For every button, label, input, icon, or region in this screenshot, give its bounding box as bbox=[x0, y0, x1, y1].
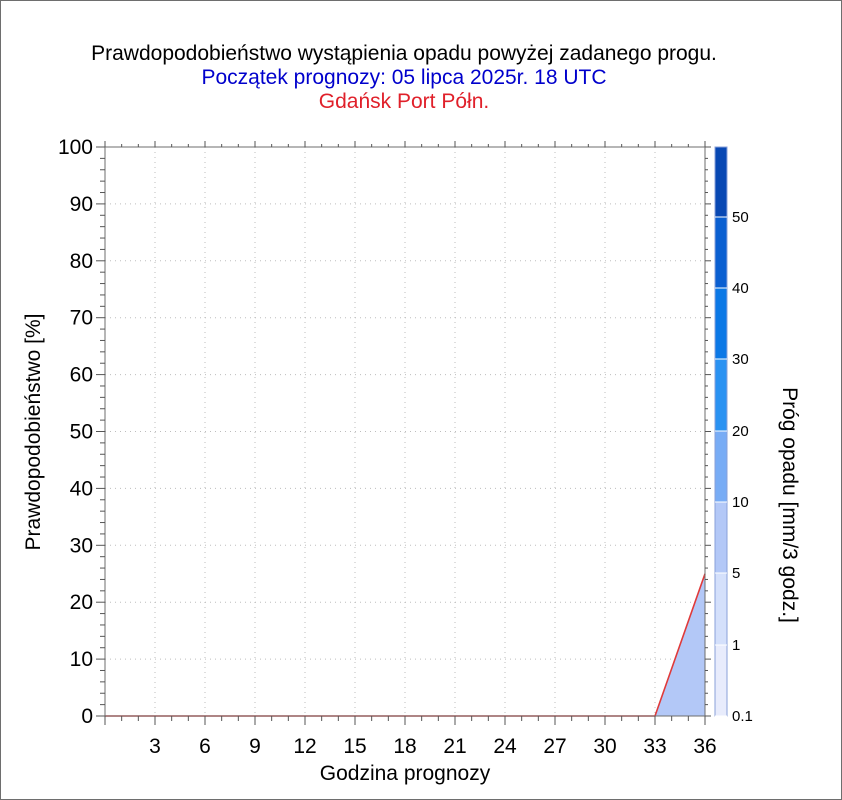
colorbar-segment bbox=[715, 573, 727, 645]
y-tick-label: 80 bbox=[70, 250, 93, 273]
probability-area-fill bbox=[105, 573, 705, 716]
colorbar-level-label: 50 bbox=[732, 209, 749, 226]
x-axis-label: Godzina prognozy bbox=[319, 762, 491, 785]
colorbar-level-label: 40 bbox=[732, 280, 749, 297]
colorbar-segment bbox=[715, 288, 727, 359]
y-axis-ticks: 0 10 20 30 40 50 60 70 80 90 100 bbox=[58, 136, 711, 728]
colorbar-level-label: 5 bbox=[732, 565, 740, 582]
x-tick-label: 3 bbox=[149, 735, 161, 758]
colorbar-segment bbox=[715, 431, 727, 502]
x-tick-label: 9 bbox=[249, 735, 261, 758]
colorbar-level-label: 20 bbox=[732, 423, 749, 440]
colorbar-segment bbox=[715, 217, 727, 288]
colorbar-segment bbox=[715, 645, 727, 716]
y-tick-label: 20 bbox=[70, 591, 93, 614]
x-tick-label: 36 bbox=[693, 735, 716, 758]
x-tick-label: 33 bbox=[643, 735, 666, 758]
x-tick-label: 18 bbox=[393, 735, 416, 758]
series-layer bbox=[105, 573, 706, 717]
colorbar-level-label: 1 bbox=[732, 637, 740, 654]
colorbar-level-label: 30 bbox=[732, 351, 749, 368]
grid bbox=[105, 147, 705, 716]
colorbar-segment bbox=[715, 502, 727, 573]
y-tick-label: 10 bbox=[70, 648, 93, 671]
y-tick-label: 0 bbox=[81, 705, 93, 728]
x-tick-label: 6 bbox=[199, 735, 211, 758]
station-subtitle: Gdańsk Port Półn. bbox=[318, 90, 490, 113]
colorbar-segment bbox=[715, 147, 727, 217]
y-tick-label: 70 bbox=[70, 307, 93, 330]
y-tick-label: 60 bbox=[70, 364, 93, 387]
x-tick-label: 21 bbox=[443, 735, 466, 758]
forecast-start-subtitle: Początek prognozy: 05 lipca 2025r. 18 UT… bbox=[201, 66, 607, 89]
colorbar: 0.1 1 5 10 20 30 40 50 bbox=[714, 146, 753, 725]
probability-line bbox=[105, 573, 706, 717]
y-tick-label: 50 bbox=[70, 421, 93, 444]
colorbar-level-label: 10 bbox=[732, 494, 749, 511]
chart-title: Prawdopodobieństwo wystąpienia opadu pow… bbox=[91, 42, 717, 65]
y-tick-label: 30 bbox=[70, 534, 93, 557]
x-tick-label: 15 bbox=[343, 735, 366, 758]
x-tick-label: 30 bbox=[593, 735, 616, 758]
y-axis-label: Prawdopodobieństwo [%] bbox=[22, 313, 45, 551]
x-axis-ticks: 3 6 9 12 15 18 21 24 27 30 33 36 bbox=[104, 141, 717, 758]
colorbar-segment bbox=[715, 359, 727, 431]
y-tick-label: 100 bbox=[58, 136, 93, 159]
chart-titles: Prawdopodobieństwo wystąpienia opadu pow… bbox=[0, 42, 808, 114]
y-tick-label: 90 bbox=[70, 193, 93, 216]
x-tick-label: 12 bbox=[293, 735, 316, 758]
x-tick-label: 24 bbox=[493, 735, 517, 758]
colorbar-level-label: 0.1 bbox=[732, 708, 753, 725]
y-tick-label: 40 bbox=[70, 477, 93, 500]
colorbar-label: Próg opadu [mm/3 godz.] bbox=[778, 387, 801, 623]
x-tick-label: 27 bbox=[543, 735, 566, 758]
